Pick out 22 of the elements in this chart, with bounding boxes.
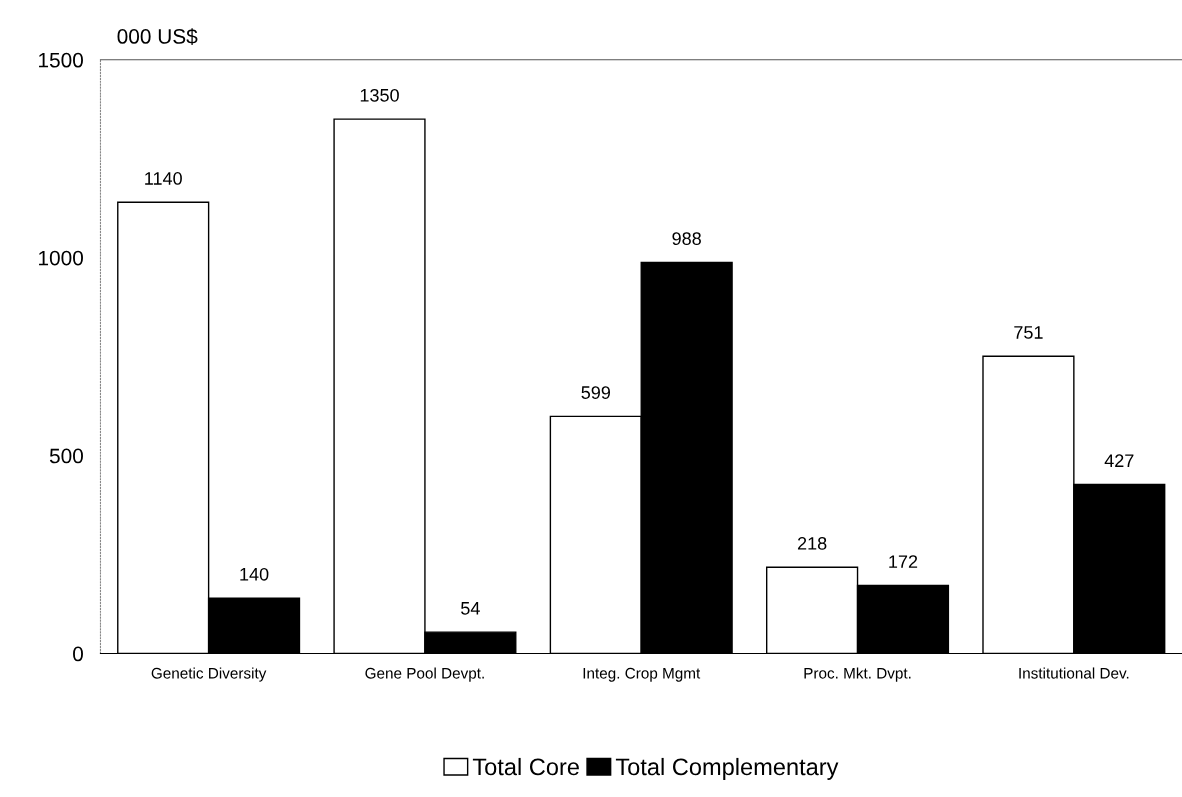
data-label: 172 (889, 555, 918, 568)
legend-label: Total Core (472, 757, 579, 776)
data-label: 988 (672, 232, 701, 245)
y-tick-label: 500 (49, 448, 83, 464)
data-label: 751 (1014, 326, 1043, 339)
x-tick-label: Gene Pool Devpt. (365, 667, 484, 682)
x-tick-label: Integ. Crop Mgmt (583, 667, 701, 682)
x-tick-label: Proc. Mkt. Dvpt. (804, 667, 911, 682)
data-label: 599 (581, 386, 611, 399)
data-label: 1140 (145, 172, 182, 185)
y-axis-title: 000 US$ (117, 28, 198, 46)
y-tick-label: 0 (73, 646, 83, 662)
data-label: 427 (1104, 454, 1134, 467)
data-label: 218 (797, 537, 827, 550)
y-tick-label: 1500 (39, 52, 83, 68)
x-tick-label: Genetic Diversity (151, 667, 267, 682)
legend-label: Total Complementary (615, 757, 839, 780)
data-label: 140 (240, 567, 269, 581)
y-tick-label: 1000 (39, 250, 83, 266)
x-tick-label: Institutional Dev. (1019, 667, 1129, 679)
data-label: 1350 (360, 88, 399, 102)
data-label: 54 (461, 602, 480, 615)
